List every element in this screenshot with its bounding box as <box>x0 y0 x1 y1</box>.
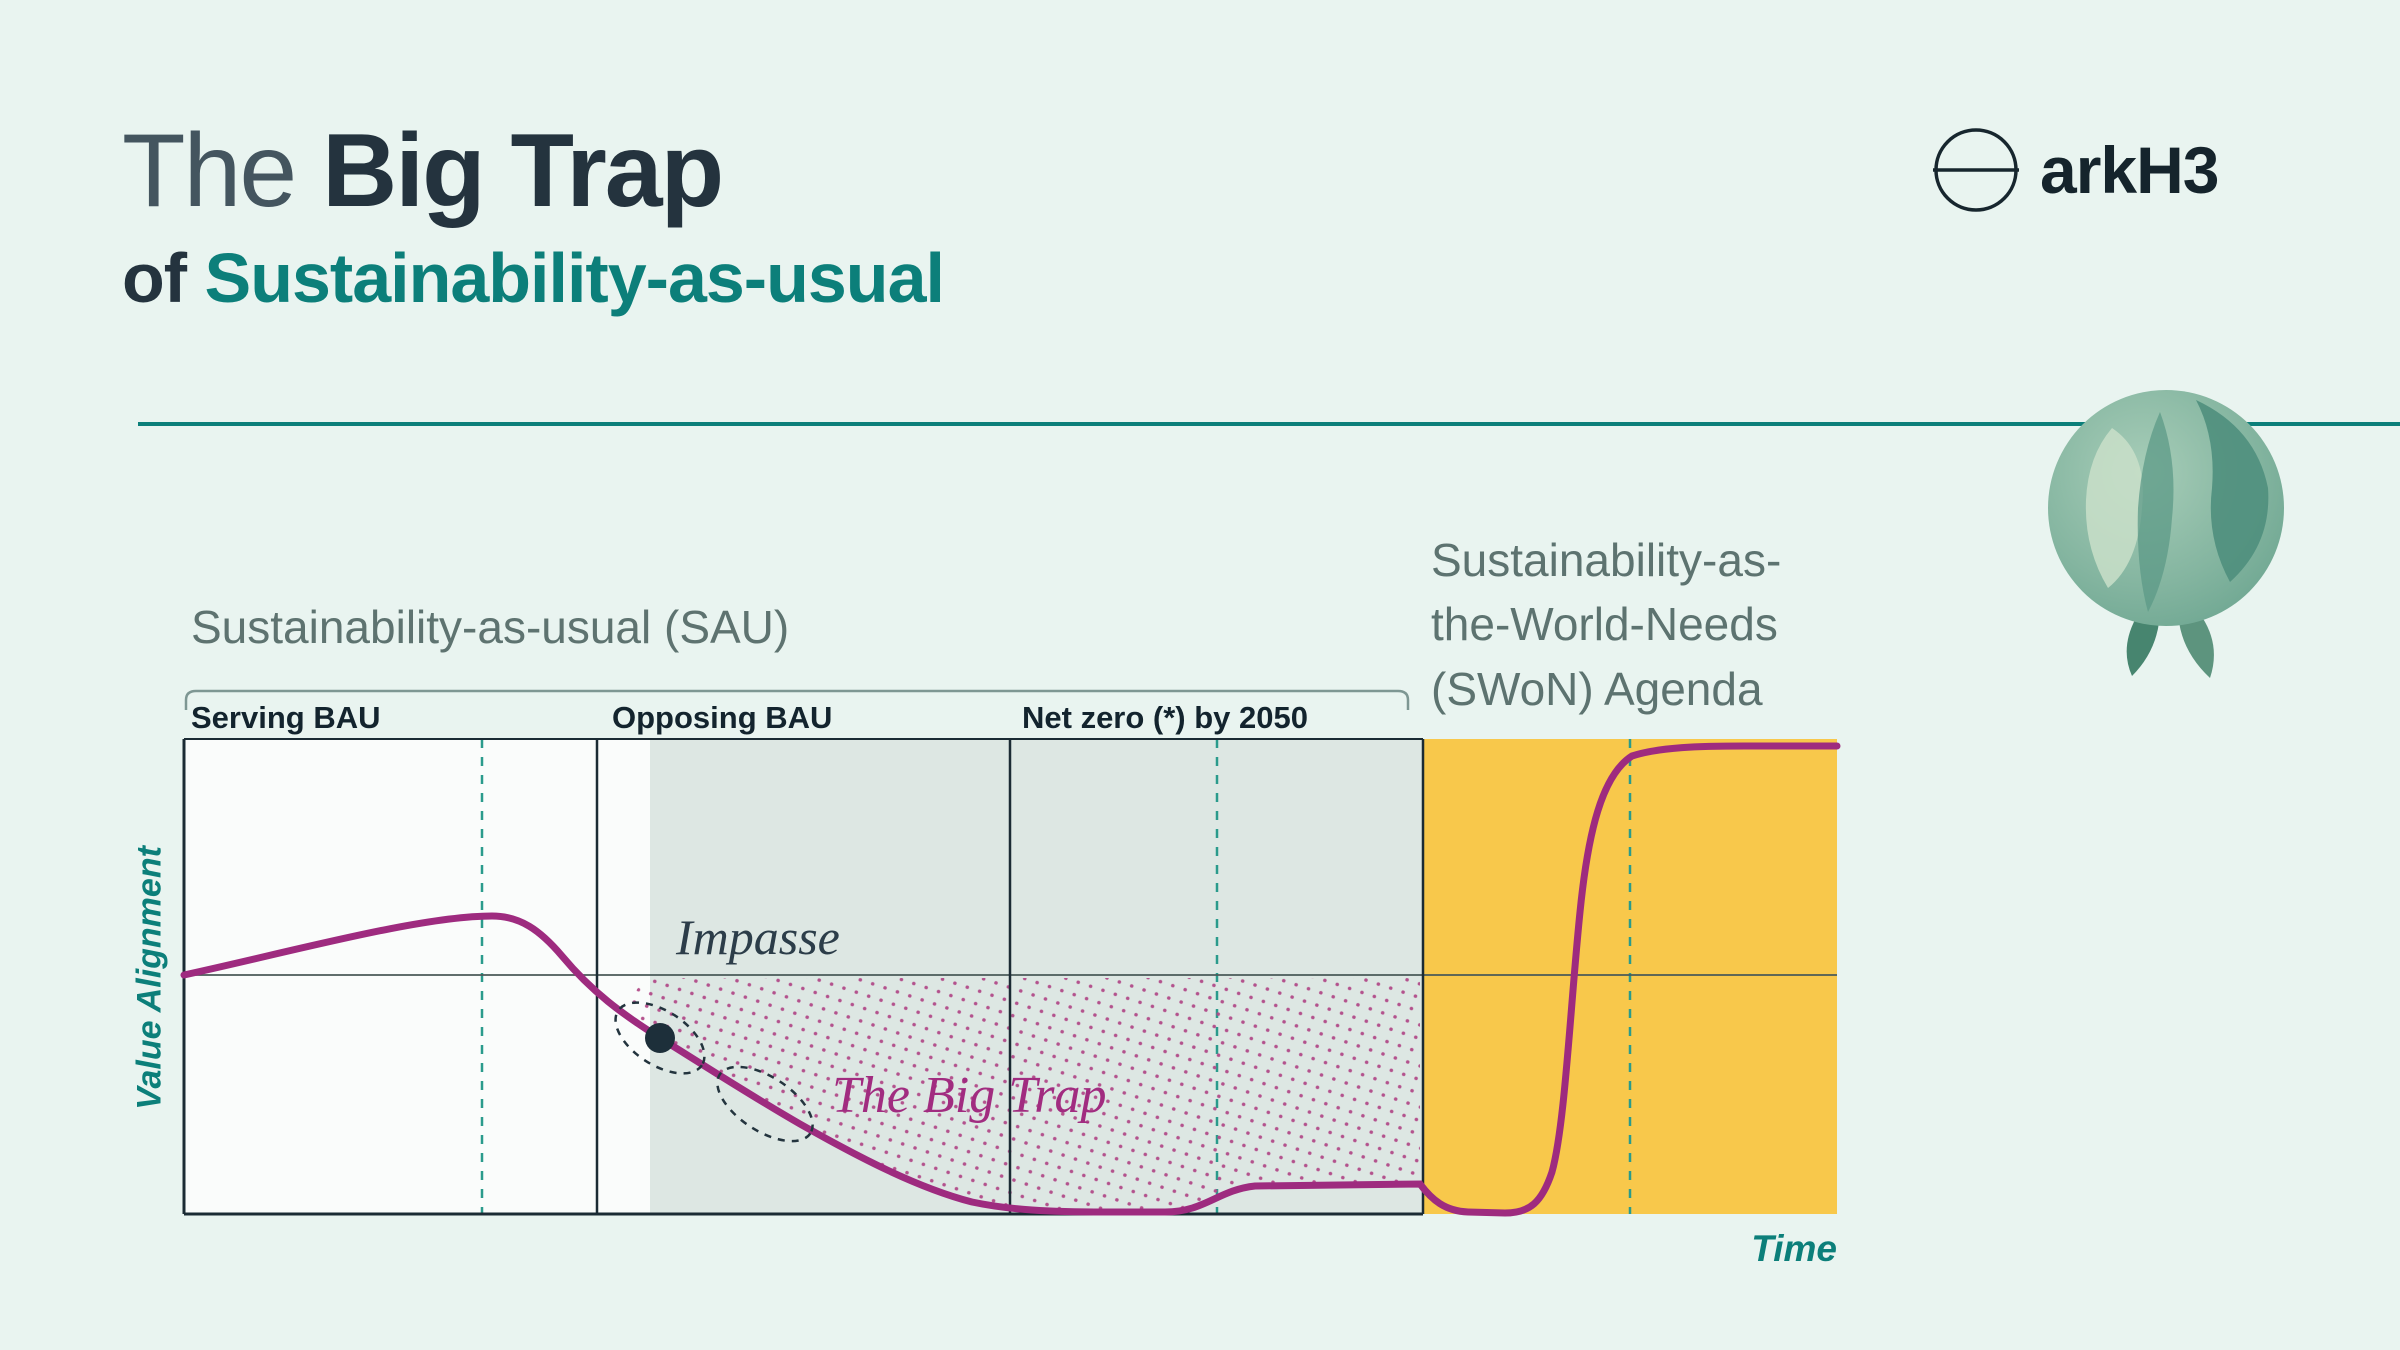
x-axis-label: Time <box>1751 1228 1837 1269</box>
impasse-dot <box>645 1023 675 1053</box>
header-divider <box>138 422 2400 426</box>
earth-illustration <box>2048 390 2284 678</box>
swon-line-1: Sustainability-as- <box>1431 534 1782 586</box>
subtitle-prefix: of <box>122 239 205 317</box>
impasse-annotation: Impasse <box>676 909 840 965</box>
logo-text: arkH3 <box>2040 133 2219 207</box>
logo-globe-icon <box>1933 128 2019 212</box>
phase-label-serving-bau: Serving BAU <box>191 700 381 735</box>
earth-continent-mid <box>2137 412 2174 612</box>
phase-label-net-zero: Net zero (*) by 2050 <box>1022 700 1308 735</box>
sau-bracket <box>184 689 1410 710</box>
earth-continent-light <box>2085 428 2143 588</box>
logo: arkH3 <box>1928 122 2219 218</box>
page-subtitle: of Sustainability-as-usual <box>122 238 945 318</box>
impasse-dashed-ellipse-1 <box>614 1001 706 1075</box>
swon-line-3: (SWoN) Agenda <box>1431 662 1763 715</box>
impasse-dashed-ellipse-2 <box>716 1065 814 1143</box>
value-alignment-curve <box>180 742 1841 1217</box>
page-title: The Big Trap <box>122 118 724 224</box>
big-trap-annotation: The Big Trap <box>832 1067 1107 1124</box>
trap-hatch-region <box>632 978 1420 1212</box>
title-bold: Big Trap <box>322 113 724 229</box>
sau-bracket-label: Sustainability-as-usual (SAU) <box>191 601 790 653</box>
swon-agenda-label: Sustainability-as- the-World-Needs (SWoN… <box>1431 528 1781 721</box>
title-light: The <box>122 113 297 229</box>
subtitle-highlight: Sustainability-as-usual <box>204 239 945 317</box>
swon-line-2: the-World-Needs <box>1431 598 1778 651</box>
earth-continent-right <box>2196 400 2269 582</box>
phase-label-opposing-bau: Opposing BAU <box>612 700 833 735</box>
y-axis-label: Value Alignment <box>130 846 169 1110</box>
